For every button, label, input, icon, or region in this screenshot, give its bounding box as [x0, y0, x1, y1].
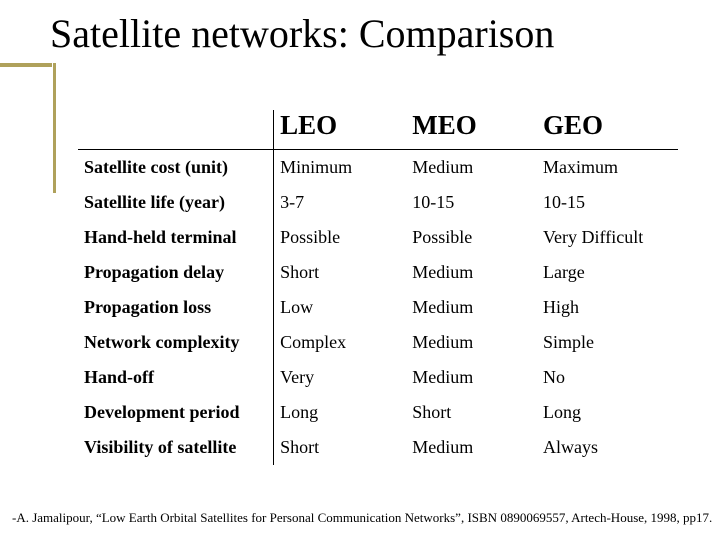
cell: Minimum	[274, 150, 407, 186]
table-header-row: LEO MEO GEO	[78, 110, 678, 150]
table-header-meo: MEO	[406, 110, 537, 150]
cell: Medium	[406, 430, 537, 465]
accent-vertical-line	[53, 63, 56, 193]
cell: Low	[274, 290, 407, 325]
cell: Short	[274, 255, 407, 290]
table-row: Satellite life (year) 3-7 10-15 10-15	[78, 185, 678, 220]
cell: 3-7	[274, 185, 407, 220]
cell: Very Difficult	[537, 220, 678, 255]
accent-horizontal-line	[0, 63, 52, 67]
cell: Very	[274, 360, 407, 395]
cell: No	[537, 360, 678, 395]
table-body: Satellite cost (unit) Minimum Medium Max…	[78, 150, 678, 466]
table-header-leo: LEO	[274, 110, 407, 150]
cell: 10-15	[537, 185, 678, 220]
table-row: Propagation delay Short Medium Large	[78, 255, 678, 290]
row-label: Satellite cost (unit)	[78, 150, 274, 186]
table-row: Hand-off Very Medium No	[78, 360, 678, 395]
cell: Short	[406, 395, 537, 430]
table-row: Visibility of satellite Short Medium Alw…	[78, 430, 678, 465]
cell: Possible	[274, 220, 407, 255]
table-row: Hand-held terminal Possible Possible Ver…	[78, 220, 678, 255]
table-corner-cell	[78, 110, 274, 150]
cell: Maximum	[537, 150, 678, 186]
cell: Large	[537, 255, 678, 290]
row-label: Hand-off	[78, 360, 274, 395]
table-row: Satellite cost (unit) Minimum Medium Max…	[78, 150, 678, 186]
comparison-table-wrap: LEO MEO GEO Satellite cost (unit) Minimu…	[78, 110, 678, 465]
row-label: Hand-held terminal	[78, 220, 274, 255]
cell: Always	[537, 430, 678, 465]
cell: Simple	[537, 325, 678, 360]
cell: Medium	[406, 325, 537, 360]
cell: Medium	[406, 255, 537, 290]
cell: Medium	[406, 360, 537, 395]
cell: 10-15	[406, 185, 537, 220]
table-header-geo: GEO	[537, 110, 678, 150]
cell: Short	[274, 430, 407, 465]
cell: Possible	[406, 220, 537, 255]
cell: Medium	[406, 150, 537, 186]
table-row: Network complexity Complex Medium Simple	[78, 325, 678, 360]
table-row: Development period Long Short Long	[78, 395, 678, 430]
row-label: Satellite life (year)	[78, 185, 274, 220]
comparison-table: LEO MEO GEO Satellite cost (unit) Minimu…	[78, 110, 678, 465]
cell: Long	[274, 395, 407, 430]
page-title: Satellite networks: Comparison	[50, 10, 690, 57]
cell: Complex	[274, 325, 407, 360]
row-label: Propagation delay	[78, 255, 274, 290]
row-label: Visibility of satellite	[78, 430, 274, 465]
citation-text: -A. Jamalipour, “Low Earth Orbital Satel…	[12, 510, 712, 526]
cell: High	[537, 290, 678, 325]
slide: Satellite networks: Comparison LEO MEO G…	[0, 0, 720, 540]
cell: Medium	[406, 290, 537, 325]
title-wrap: Satellite networks: Comparison	[50, 10, 690, 57]
row-label: Network complexity	[78, 325, 274, 360]
table-row: Propagation loss Low Medium High	[78, 290, 678, 325]
row-label: Propagation loss	[78, 290, 274, 325]
row-label: Development period	[78, 395, 274, 430]
cell: Long	[537, 395, 678, 430]
